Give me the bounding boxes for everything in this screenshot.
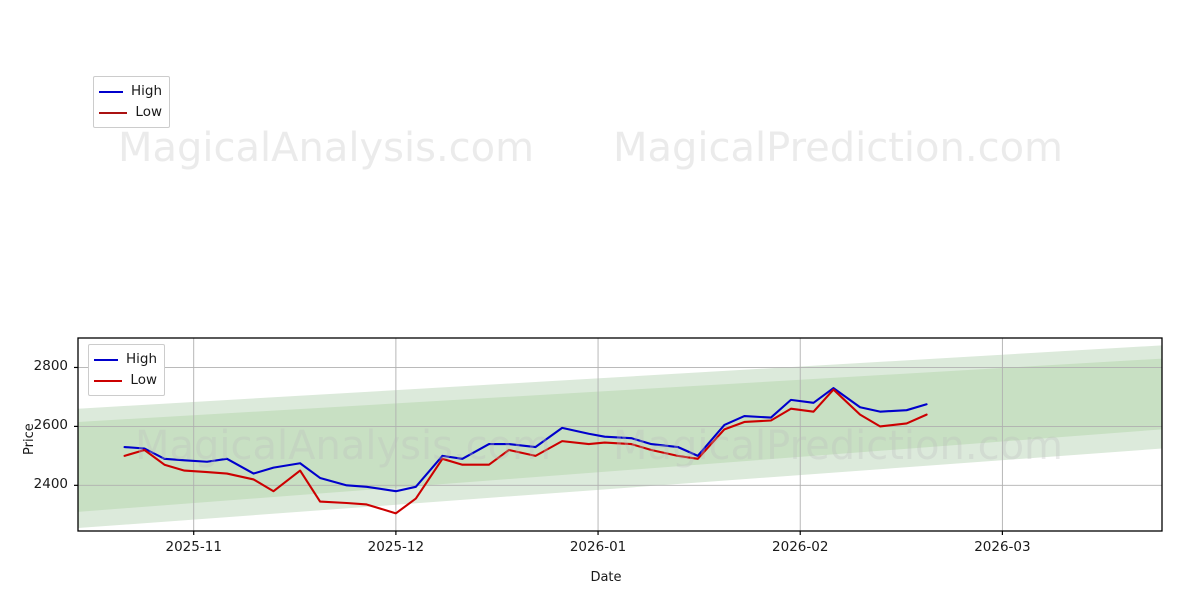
x-tick-label: 2025-12 bbox=[367, 539, 425, 555]
clip-bottom bbox=[0, 532, 1200, 600]
legend-label-low: Low bbox=[130, 371, 157, 388]
legend-swatch-low bbox=[99, 111, 128, 114]
x-tick-label: 2026-01 bbox=[569, 539, 627, 555]
y-tick-label: 2400 bbox=[33, 476, 68, 493]
series-line-high bbox=[123, 387, 928, 493]
axes-frame bbox=[77, 337, 1163, 532]
legend-swatch-low bbox=[94, 379, 123, 382]
series-line-low bbox=[123, 388, 928, 515]
clip-top bbox=[0, 0, 1200, 338]
legend-swatch-high bbox=[94, 358, 118, 361]
y-tick-label: 2800 bbox=[33, 358, 68, 375]
legend-row-low: Low bbox=[99, 102, 162, 123]
band-inner-support-resistance bbox=[78, 358, 1162, 512]
legend-label-low: Low bbox=[135, 103, 162, 120]
legend-row-high: High bbox=[94, 349, 157, 370]
legend-row-high: High bbox=[99, 81, 162, 102]
legend-label-high: High bbox=[130, 82, 162, 99]
legend-swatch-high bbox=[99, 90, 123, 93]
x-tick-label: 2026-02 bbox=[772, 539, 829, 555]
zoom-legend: High Low bbox=[88, 344, 165, 396]
legend-row-low: Low bbox=[94, 370, 157, 391]
legend-label-high: High bbox=[125, 350, 157, 367]
overview-legend: High Low bbox=[93, 76, 170, 128]
x-tick-label: 2026-03 bbox=[974, 539, 1031, 555]
x-tick-label: 2025-11 bbox=[165, 539, 222, 555]
y-tick-label: 2600 bbox=[33, 417, 68, 434]
zoom-x-axis-label: Date bbox=[590, 570, 622, 585]
